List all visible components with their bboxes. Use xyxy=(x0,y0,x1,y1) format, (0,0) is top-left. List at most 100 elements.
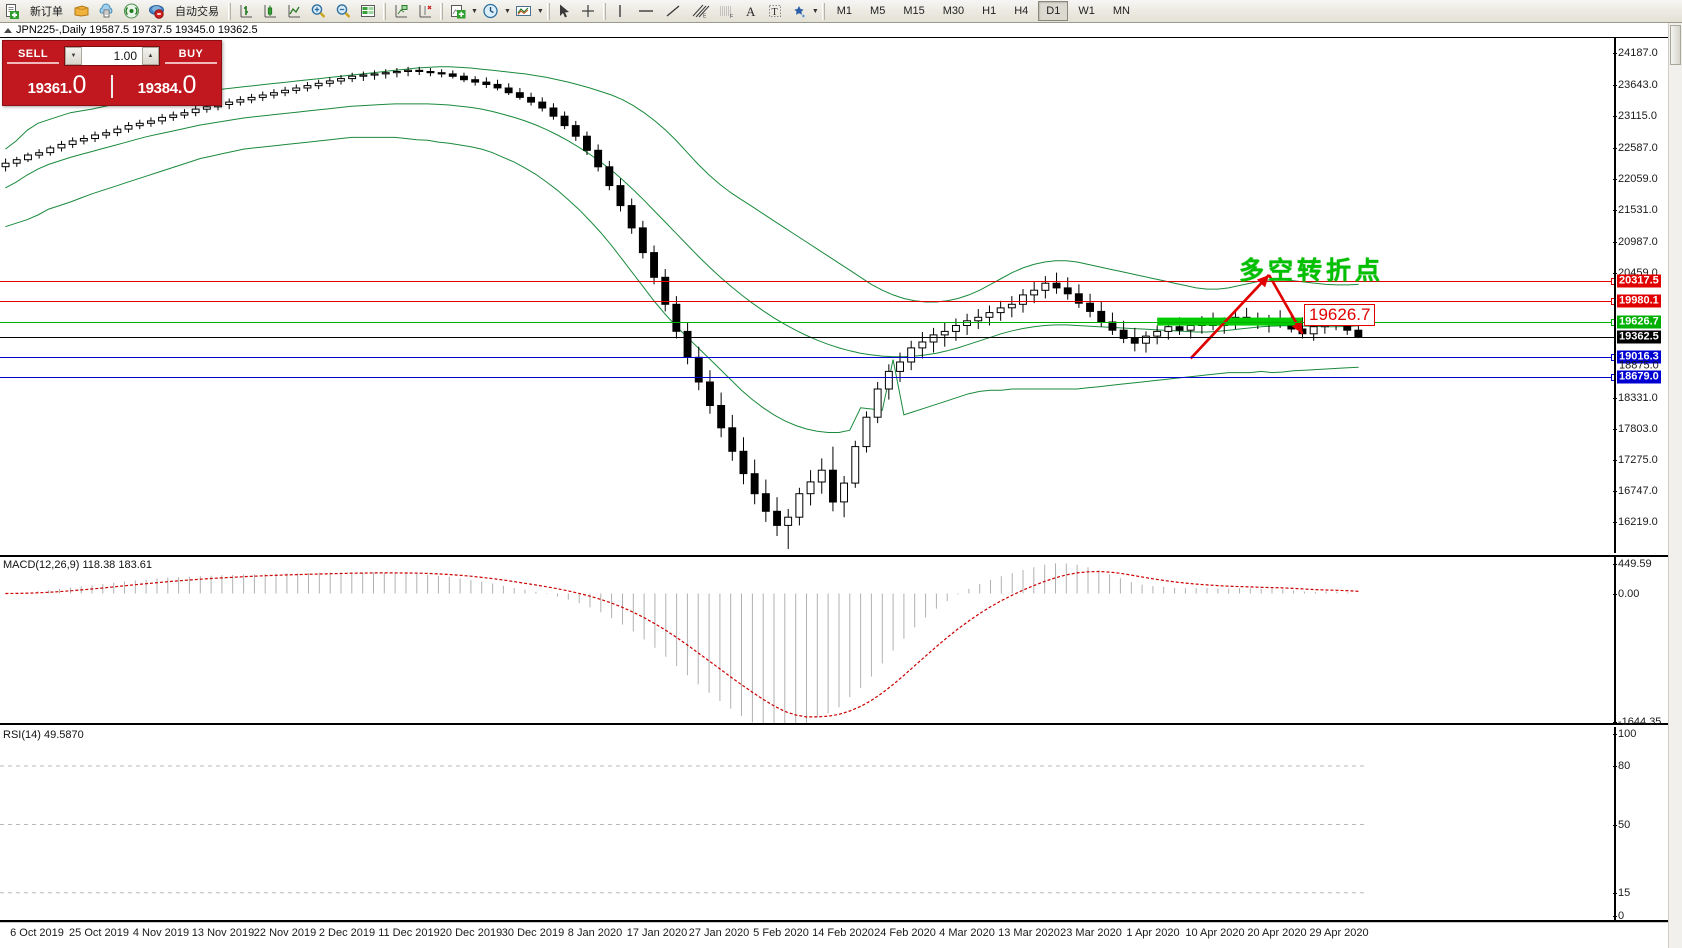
horizontal-line-icon[interactable] xyxy=(633,1,659,22)
buy-button[interactable]: BUY xyxy=(165,48,217,64)
timeframe-m5[interactable]: M5 xyxy=(870,5,886,17)
price-level-handle[interactable] xyxy=(1611,354,1614,362)
crosshair-icon[interactable] xyxy=(577,1,599,22)
fibonacci-icon[interactable]: F xyxy=(715,1,739,22)
signals-icon[interactable] xyxy=(120,1,143,22)
price-level-line[interactable] xyxy=(0,374,1614,382)
shapes-icon[interactable] xyxy=(788,1,810,22)
volume-stepper[interactable]: ▼ 1.00 ▲ xyxy=(64,45,160,66)
price-level-tag: 19980.1 xyxy=(1617,294,1661,308)
rsi-label: RSI(14) 49.5870 xyxy=(3,729,84,741)
chart-area[interactable]: 24187.0 23643.0 23115.0 22587.0 22059.0 21531… xyxy=(0,38,1682,948)
autotrade-label[interactable]: 自动交易 xyxy=(175,6,219,18)
price-level-tag: 18679.0 xyxy=(1617,370,1661,384)
autotrade-icon[interactable] xyxy=(145,1,168,22)
one-click-trading-panel[interactable]: SELL ▼ 1.00 ▲ BUY 19361 . 0 19384 . 0 xyxy=(2,40,222,106)
tick-mark xyxy=(1613,428,1617,430)
price-level-line[interactable] xyxy=(0,354,1614,362)
rsi-scale[interactable]: 100 80 50 15 0 xyxy=(1613,727,1682,922)
macd-label: MACD(12,26,9) 118.38 183.61 xyxy=(3,559,152,571)
period-icon[interactable] xyxy=(479,1,502,22)
text-box-icon[interactable]: T xyxy=(764,1,786,22)
timeframe-h4[interactable]: H4 xyxy=(1014,5,1029,17)
price-level-handle[interactable] xyxy=(1611,374,1614,382)
price-tick: 16747.0 xyxy=(1613,485,1658,497)
toolbar-separator-2 xyxy=(383,2,386,20)
price-plot[interactable] xyxy=(0,38,1614,553)
date-tick: 20 Apr 2020 xyxy=(1247,927,1307,939)
tick-mark xyxy=(1613,593,1617,595)
cursor-icon[interactable] xyxy=(554,1,575,22)
price-level-line[interactable] xyxy=(0,318,1614,326)
macd-tick: 0.00 xyxy=(1613,588,1639,600)
svg-text:T: T xyxy=(771,7,777,18)
sell-price[interactable]: 19361 . 0 xyxy=(3,72,111,98)
price-level-handle[interactable] xyxy=(1611,277,1614,285)
price-level-handle[interactable] xyxy=(1611,297,1614,305)
symbol-ohlc-text: JPN225-,Daily 19587.5 19737.5 19345.0 19… xyxy=(16,24,258,36)
price-scale[interactable]: 24187.0 23643.0 23115.0 22587.0 22059.0 21531… xyxy=(1613,38,1682,553)
date-tick: 29 Apr 2020 xyxy=(1309,927,1369,939)
zoom-in-icon[interactable] xyxy=(307,1,330,22)
price-level-line[interactable] xyxy=(0,337,1614,339)
buy-price-integer: 19384 xyxy=(137,79,179,97)
price-level-handle[interactable] xyxy=(1611,318,1614,326)
rsi-plot[interactable] xyxy=(0,727,1614,920)
collapse-triangle-icon[interactable] xyxy=(4,27,12,33)
line-chart-icon[interactable] xyxy=(283,1,305,22)
candlestick-chart-icon[interactable] xyxy=(259,1,281,22)
price-level-line[interactable] xyxy=(0,277,1614,285)
timeframe-h1[interactable]: H1 xyxy=(982,5,997,17)
zoom-out-icon[interactable] xyxy=(332,1,355,22)
tick-mark xyxy=(1613,85,1617,87)
macd-pane[interactable]: MACD(12,26,9) 118.38 183.61 449.59 0.00 -1… xyxy=(0,555,1682,728)
timeframe-m1[interactable]: M1 xyxy=(836,5,853,17)
price-level-tag: 18875.0 xyxy=(1619,359,1659,372)
timeframe-d1[interactable]: D1 xyxy=(1038,1,1069,21)
bar-chart-icon[interactable] xyxy=(235,1,257,22)
shapes-caret-icon[interactable]: ▼ xyxy=(811,7,819,15)
period-caret-icon[interactable]: ▼ xyxy=(503,7,511,15)
indicators-icon[interactable] xyxy=(414,1,436,22)
rsi-axis-line xyxy=(1614,727,1616,920)
date-tick: 20 Dec 2019 xyxy=(439,927,503,939)
timeframe-mn[interactable]: MN xyxy=(1112,5,1130,17)
date-tick: 2 Dec 2019 xyxy=(318,927,376,939)
new-order-icon[interactable] xyxy=(1,1,23,22)
tick-mark xyxy=(1613,147,1617,149)
data-window-icon[interactable] xyxy=(390,1,412,22)
vertical-line-icon[interactable] xyxy=(610,1,631,22)
scrollbar-thumb[interactable] xyxy=(1670,25,1681,65)
tick-mark xyxy=(1613,521,1617,523)
date-tick: 10 Apr 2020 xyxy=(1185,927,1245,939)
templates-caret-icon[interactable]: ▼ xyxy=(536,7,544,15)
price-pane[interactable]: 24187.0 23643.0 23115.0 22587.0 22059.0 21531… xyxy=(0,38,1682,553)
macd-plot[interactable] xyxy=(0,557,1614,723)
new-order-label[interactable]: 新订单 xyxy=(30,6,63,18)
timeframe-m15[interactable]: M15 xyxy=(903,5,925,17)
tile-windows-icon[interactable] xyxy=(357,1,379,22)
add-indicator-icon[interactable] xyxy=(447,1,469,22)
text-label-icon[interactable]: A xyxy=(741,1,762,22)
rsi-tick: 15 xyxy=(1613,887,1630,899)
profile-icon[interactable] xyxy=(70,1,93,22)
templates-icon[interactable] xyxy=(512,1,535,22)
add-indicator-caret-icon[interactable]: ▼ xyxy=(471,7,478,15)
timeframe-m30[interactable]: M30 xyxy=(942,5,965,17)
buy-price[interactable]: 19384 . 0 xyxy=(111,72,221,98)
price-callout-annotation: 19626.7 xyxy=(1304,304,1376,327)
toolbar-separator-6 xyxy=(821,2,825,20)
rsi-pane[interactable]: RSI(14) 49.5870 100 80 50 15 0 xyxy=(0,727,1682,922)
date-tick: 14 Feb 2020 xyxy=(812,927,874,939)
sell-button[interactable]: SELL xyxy=(7,48,59,64)
volume-increase-icon[interactable]: ▲ xyxy=(142,46,159,65)
equidistant-channel-icon[interactable]: E xyxy=(687,1,713,22)
trendline-icon[interactable] xyxy=(661,1,685,22)
vertical-scrollbar[interactable] xyxy=(1668,23,1682,948)
volume-input[interactable]: 1.00 xyxy=(113,48,137,63)
publish-icon[interactable] xyxy=(95,1,118,22)
macd-scale[interactable]: 449.59 0.00 -1644.35 xyxy=(1613,557,1682,728)
volume-decrease-icon[interactable]: ▼ xyxy=(65,46,82,65)
timeframe-w1[interactable]: W1 xyxy=(1078,5,1095,17)
price-level-line[interactable] xyxy=(0,297,1614,305)
